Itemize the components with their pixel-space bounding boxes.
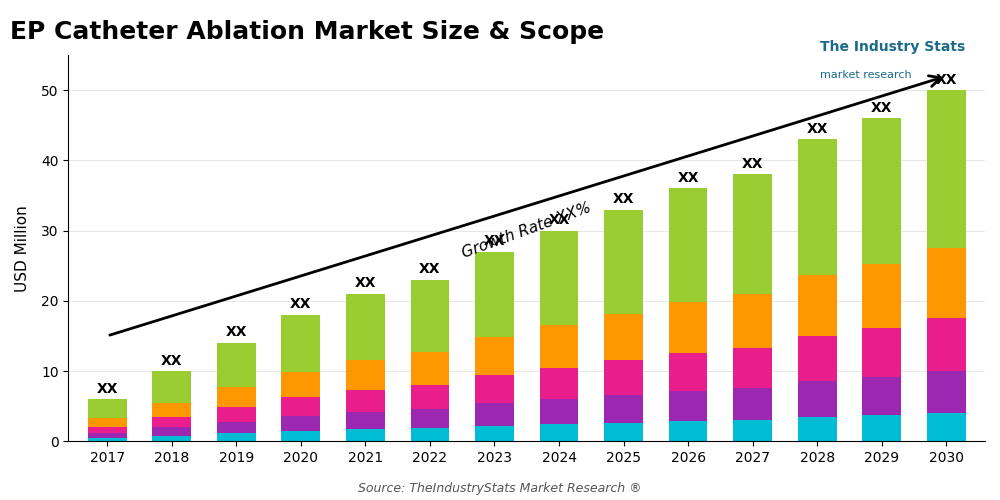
Bar <box>798 417 837 442</box>
Bar <box>862 264 901 328</box>
Bar <box>927 90 966 248</box>
Bar <box>346 294 385 360</box>
Text: XX: XX <box>96 382 118 396</box>
Bar <box>862 376 901 416</box>
Bar <box>927 371 966 413</box>
Bar <box>798 381 837 417</box>
Bar <box>862 118 901 264</box>
Bar <box>152 427 191 436</box>
Bar <box>798 275 837 336</box>
Bar <box>540 230 578 326</box>
Bar <box>669 353 707 391</box>
Text: Growth Rate XX%: Growth Rate XX% <box>460 200 593 261</box>
Bar <box>669 421 707 442</box>
Bar <box>152 402 191 416</box>
Bar <box>88 426 127 433</box>
Bar <box>411 428 449 442</box>
Bar <box>217 434 256 442</box>
Bar <box>346 390 385 412</box>
Bar <box>411 352 449 384</box>
Text: market research: market research <box>820 70 912 80</box>
Text: XX: XX <box>226 326 247 340</box>
Text: XX: XX <box>613 192 634 206</box>
Bar <box>733 174 772 294</box>
Bar <box>798 336 837 381</box>
Bar <box>669 302 707 353</box>
Bar <box>88 399 127 418</box>
Bar <box>475 426 514 442</box>
Text: XX: XX <box>484 234 505 248</box>
Y-axis label: USD Million: USD Million <box>15 205 30 292</box>
Bar <box>669 390 707 421</box>
Bar <box>281 397 320 416</box>
Text: EP Catheter Ablation Market Size & Scope: EP Catheter Ablation Market Size & Scope <box>10 20 604 44</box>
Text: The Industry Stats: The Industry Stats <box>820 40 965 54</box>
Bar <box>475 404 514 426</box>
Bar <box>411 384 449 409</box>
Bar <box>281 372 320 397</box>
Bar <box>604 422 643 442</box>
Bar <box>733 420 772 442</box>
Text: XX: XX <box>355 276 376 290</box>
Bar <box>217 343 256 387</box>
Bar <box>927 413 966 442</box>
Bar <box>604 360 643 395</box>
Bar <box>346 360 385 390</box>
Bar <box>862 416 901 442</box>
Bar <box>733 388 772 420</box>
Bar <box>733 294 772 348</box>
Text: XX: XX <box>290 298 312 312</box>
Text: XX: XX <box>548 213 570 227</box>
Bar <box>927 248 966 318</box>
Text: XX: XX <box>806 122 828 136</box>
Bar <box>475 252 514 337</box>
Bar <box>475 375 514 404</box>
Bar <box>862 328 901 376</box>
Bar <box>152 371 191 402</box>
Bar <box>733 348 772 388</box>
Bar <box>346 412 385 430</box>
Bar <box>604 395 643 422</box>
Bar <box>604 314 643 360</box>
Text: Source: TheIndustryStats Market Research ®: Source: TheIndustryStats Market Research… <box>358 482 642 495</box>
Bar <box>152 436 191 442</box>
Bar <box>540 424 578 442</box>
Bar <box>217 407 256 422</box>
Text: XX: XX <box>677 171 699 185</box>
Bar <box>88 433 127 438</box>
Bar <box>346 430 385 442</box>
Bar <box>669 188 707 302</box>
Text: XX: XX <box>419 262 441 276</box>
Text: XX: XX <box>161 354 182 368</box>
Bar <box>540 326 578 368</box>
Bar <box>152 416 191 427</box>
Bar <box>411 280 449 352</box>
Bar <box>88 438 127 442</box>
Bar <box>927 318 966 371</box>
Bar <box>475 337 514 375</box>
Bar <box>217 422 256 434</box>
Bar <box>217 387 256 407</box>
Text: XX: XX <box>871 100 892 114</box>
Bar <box>411 409 449 428</box>
Bar <box>798 140 837 275</box>
Bar <box>281 431 320 442</box>
Text: XX: XX <box>742 157 763 171</box>
Bar <box>540 399 578 424</box>
Bar <box>281 315 320 372</box>
Bar <box>88 418 127 426</box>
Bar <box>281 416 320 431</box>
Text: XX: XX <box>936 72 957 86</box>
Bar <box>604 210 643 314</box>
Bar <box>540 368 578 399</box>
